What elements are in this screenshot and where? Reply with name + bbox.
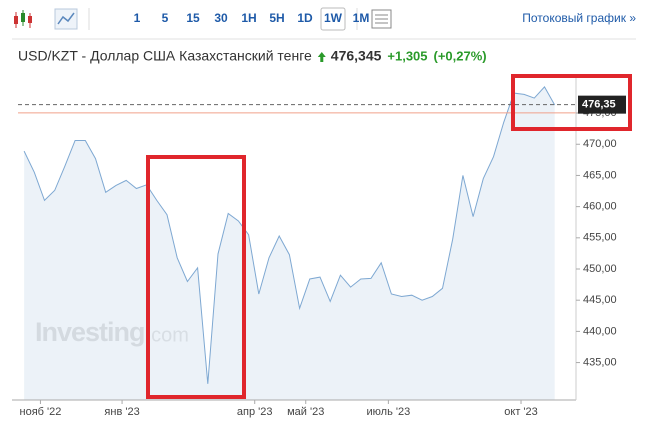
interval-button[interactable]: 1H xyxy=(241,11,256,25)
interval-button[interactable]: 5H xyxy=(269,11,284,25)
y-tick-label: 455,00 xyxy=(583,232,617,244)
x-tick-label: апр '23 xyxy=(237,406,273,418)
instrument-title: USD/KZT - Доллар США Казахстанский тенге xyxy=(18,48,312,64)
change-pct: (+0,27%) xyxy=(434,48,487,63)
y-tick-label: 435,00 xyxy=(583,356,617,368)
y-tick-label: 445,00 xyxy=(583,294,617,306)
interval-button[interactable]: 1D xyxy=(297,11,313,25)
price: 476,345 xyxy=(331,48,382,64)
interval-button[interactable]: 5 xyxy=(162,11,169,25)
interval-button[interactable]: 1W xyxy=(324,11,343,25)
stream-link[interactable]: Потоковый график » xyxy=(522,11,636,25)
annotations xyxy=(146,74,632,399)
last-price-badge xyxy=(578,95,626,114)
table-icon[interactable] xyxy=(371,9,392,29)
y-tick-label: 440,00 xyxy=(583,325,617,337)
interval-button[interactable]: 15 xyxy=(186,11,200,25)
last-price-label: 476,35 xyxy=(582,99,616,111)
area-fill xyxy=(24,86,555,401)
up-arrow xyxy=(317,52,326,62)
y-tick-label: 450,00 xyxy=(583,263,617,275)
y-tick-label: 460,00 xyxy=(583,201,617,213)
active-interval xyxy=(320,7,346,31)
interval-button[interactable]: 1M xyxy=(353,11,370,25)
y-tick-label: 470,00 xyxy=(583,138,617,150)
candle-icon[interactable] xyxy=(14,10,32,28)
y-tick-label: 465,00 xyxy=(583,169,617,181)
x-tick-label: окт '23 xyxy=(504,406,537,418)
price-line xyxy=(23,86,556,384)
change: +1,305 xyxy=(387,48,427,63)
x-tick-label: июль '23 xyxy=(367,406,411,418)
x-tick-label: нояб '22 xyxy=(20,406,62,418)
area-icon[interactable] xyxy=(54,8,78,30)
x-tick-label: янв '23 xyxy=(104,406,139,418)
x-tick-label: май '23 xyxy=(287,406,324,418)
interval-button[interactable]: 1 xyxy=(134,11,141,25)
interval-button[interactable]: 30 xyxy=(214,11,228,25)
